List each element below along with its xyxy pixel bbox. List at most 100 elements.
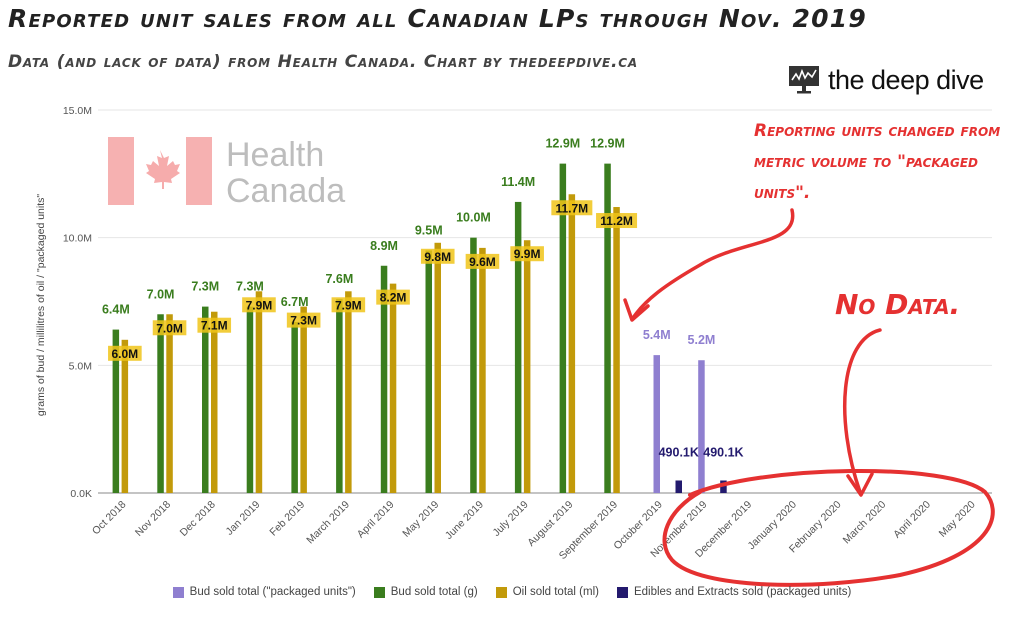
data-label: 7.6M	[325, 272, 353, 286]
data-label: 7.3M	[290, 314, 317, 328]
data-label-bg	[596, 213, 638, 229]
bar	[559, 163, 567, 493]
chart-subtitle: Data (and lack of data) from Health Cana…	[8, 52, 639, 72]
maple-leaf-icon	[146, 150, 180, 189]
data-label: 8.2M	[380, 291, 407, 305]
legend-label: Oil sold total (ml)	[512, 586, 599, 598]
data-label: 5.2M	[688, 333, 716, 347]
bar	[653, 355, 660, 493]
data-label: 6.4M	[102, 303, 130, 317]
logo-text: the deep dive	[828, 64, 984, 95]
data-label-bg	[286, 312, 321, 328]
bar	[425, 250, 432, 493]
no-data-circle	[662, 469, 995, 587]
data-label: 7.0M	[147, 287, 175, 301]
bar	[523, 240, 531, 493]
y-tick-label: 5.0M	[69, 360, 92, 372]
bar	[300, 306, 307, 493]
x-tick-label: May 2019	[400, 499, 441, 540]
y-tick-label: 10.0M	[63, 233, 92, 245]
y-axis-label: grams of bud / millilitres of oil / "pac…	[35, 194, 47, 416]
annotation-arrow-2	[842, 328, 882, 494]
data-label-bg	[152, 320, 187, 336]
legend-item-bud-g: Bud sold total (g)	[373, 586, 478, 598]
legend-swatch	[373, 586, 385, 598]
x-tick-label: Nov 2018	[133, 499, 173, 539]
annotation-reporting-change: Reporting units changed from metric volu…	[754, 121, 1001, 203]
data-label: 490.1K	[659, 445, 699, 459]
data-label-bg	[376, 289, 410, 305]
x-tick-label: April 2020	[891, 499, 933, 541]
legend-label: Bud sold total ("packaged units")	[189, 586, 356, 598]
bar	[157, 314, 164, 493]
data-label: 490.1K	[703, 445, 743, 459]
health-canada-watermark: Health Canada	[108, 136, 345, 210]
bar	[166, 314, 173, 493]
bar	[720, 480, 727, 493]
x-tick-label: Oct 2018	[90, 499, 129, 538]
data-label: 12.9M	[590, 137, 625, 151]
bar	[389, 283, 397, 493]
bar	[211, 311, 218, 493]
bar	[336, 298, 343, 493]
watermark-line2: Canada	[226, 172, 345, 210]
annotation-arrow-1	[631, 208, 795, 320]
bar	[345, 291, 352, 493]
bar	[698, 360, 705, 493]
legend-item-oil-ml: Oil sold total (ml)	[495, 586, 599, 598]
legend-label: Edibles and Extracts sold (packaged unit…	[633, 586, 852, 598]
bar	[255, 291, 263, 493]
x-tick-label: March 2020	[841, 499, 889, 547]
monitor-chart-icon	[789, 66, 819, 94]
x-tick-label: Feb 2019	[267, 499, 307, 539]
chart-legend: Bud sold total ("packaged units") Bud so…	[0, 586, 1024, 598]
data-label: 12.9M	[545, 137, 580, 151]
data-label-bg	[510, 246, 544, 262]
legend-item-edibles: Edibles and Extracts sold (packaged unit…	[616, 586, 852, 598]
data-label: 9.6M	[469, 255, 496, 269]
annotation-no-data: No Data.	[835, 288, 961, 321]
bar	[246, 306, 254, 493]
bar	[434, 242, 441, 493]
bar	[291, 321, 298, 493]
data-label: 6.7M	[281, 295, 309, 309]
bar	[514, 201, 522, 494]
data-label: 11.2M	[600, 214, 633, 228]
data-label: 10.0M	[456, 211, 491, 225]
data-label: 7.3M	[191, 280, 219, 294]
data-label: 9.8M	[424, 250, 451, 264]
data-label-bg	[465, 253, 500, 269]
annotation-arrowhead-2	[846, 472, 874, 497]
x-tick-label: April 2019	[355, 499, 397, 541]
legend-item-packaged-units: Bud sold total ("packaged units")	[172, 586, 356, 598]
bar	[380, 265, 388, 493]
data-label: 9.5M	[415, 223, 443, 237]
data-label-bg	[108, 345, 142, 361]
chart-title: Reported unit sales from all Canadian LP…	[8, 4, 867, 33]
x-tick-label: May 2020	[937, 499, 978, 540]
data-label-bg	[197, 317, 232, 333]
deep-dive-logo: the deep dive	[788, 60, 984, 100]
legend-swatch	[172, 586, 184, 598]
data-label: 7.1M	[201, 319, 228, 333]
bar	[675, 480, 682, 493]
bar	[568, 194, 576, 493]
legend-label: Bud sold total (g)	[390, 586, 478, 598]
x-tick-label: June 2019	[443, 499, 486, 542]
bar	[202, 306, 209, 493]
data-label-bg	[331, 297, 366, 313]
data-label: 7.3M	[236, 280, 264, 294]
data-label-bg	[551, 200, 593, 216]
x-tick-label: March 2019	[304, 499, 352, 547]
x-tick-label: July 2019	[490, 499, 530, 539]
bar	[470, 237, 477, 493]
y-tick-label: 0.0K	[70, 488, 92, 500]
data-label-bg	[242, 297, 276, 313]
data-label: 7.9M	[335, 298, 362, 312]
legend-swatch	[616, 586, 628, 598]
x-tick-label: Dec 2018	[178, 499, 218, 539]
data-label: 11.4M	[501, 175, 535, 189]
watermark-line1: Health	[226, 136, 324, 174]
bar	[604, 163, 611, 493]
